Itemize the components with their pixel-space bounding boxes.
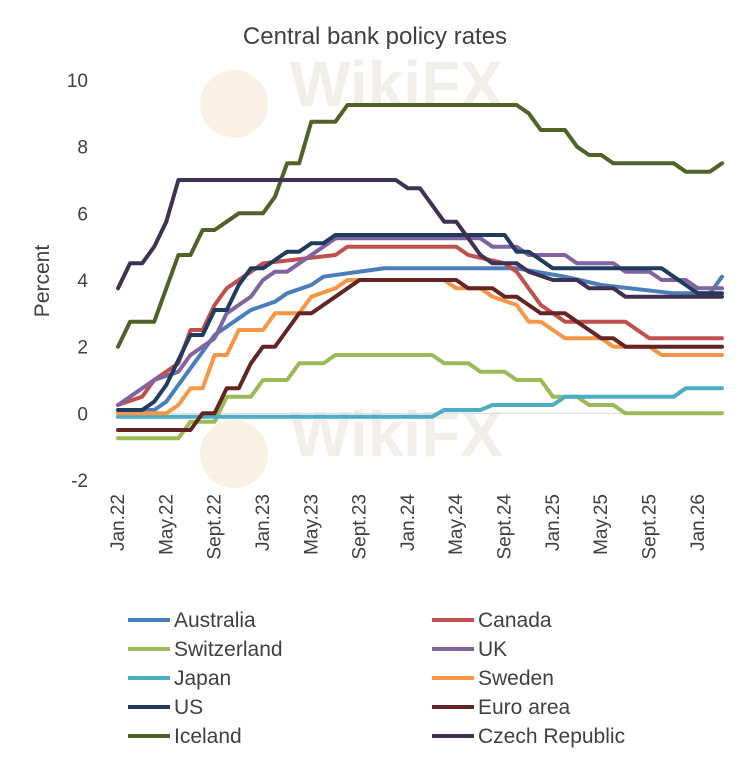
series-lines: [116, 103, 724, 441]
series-line-japan: [116, 386, 724, 419]
x-tick-label: May.24: [446, 494, 467, 555]
legend-label: UK: [478, 638, 507, 661]
legend-label: US: [174, 696, 203, 719]
legend-label: Australia: [174, 609, 256, 632]
x-tick-label: Sept.24: [495, 494, 516, 560]
x-tick-label: Sept.22: [205, 494, 226, 560]
x-tick-label: Jan.25: [543, 494, 564, 551]
y-axis-label: Percent: [31, 245, 54, 318]
legend-label: Euro area: [478, 696, 571, 719]
y-tick-label: 10: [67, 71, 88, 92]
y-tick-label: 0: [77, 404, 88, 425]
x-tick-labels: Jan.22 May.22 Sept.22 Jan.23 May.23 Sept.23 Ja…: [108, 494, 709, 560]
legend-label: Czech Republic: [478, 725, 625, 748]
y-tick-labels: -2 0 2 4 6 8 10: [67, 71, 89, 492]
x-tick-label: Jan.26: [688, 494, 709, 551]
x-tick-label: May.25: [591, 494, 612, 555]
legend-label: Sweden: [478, 667, 554, 690]
watermark-logo-icon: [200, 70, 268, 138]
series-line-iceland: [116, 103, 724, 349]
legend-entry-czech-republic: Czech Republic: [432, 725, 625, 748]
legend-label: Japan: [174, 667, 231, 690]
watermark-text-top: WikiFX: [290, 48, 503, 120]
legend-entry-australia: Australia: [128, 609, 256, 632]
series-line-us: [116, 233, 724, 412]
chart-title: Central bank policy rates: [243, 23, 507, 50]
legend-entry-iceland: Iceland: [128, 725, 242, 748]
legend-entry-uk: UK: [432, 638, 507, 661]
legend-entry-switzerland: Switzerland: [128, 638, 283, 661]
legend: Australia Canada Switzerland UK Japan Sweden U…: [128, 609, 625, 748]
legend-label: Canada: [478, 609, 552, 632]
legend-label: Switzerland: [174, 638, 283, 661]
legend-entry-euro-area: Euro area: [432, 696, 571, 719]
legend-entry-us: US: [128, 696, 203, 719]
series-line-uk: [116, 236, 724, 407]
series-line-australia: [116, 266, 724, 412]
x-tick-label: Jan.22: [108, 494, 129, 551]
legend-entry-canada: Canada: [432, 609, 552, 632]
legend-entry-japan: Japan: [128, 667, 231, 690]
x-tick-label: May.22: [156, 494, 177, 555]
legend-label: Iceland: [174, 725, 242, 748]
y-tick-label: -2: [71, 471, 88, 492]
y-tick-label: 6: [77, 204, 88, 225]
x-tick-label: Sept.23: [350, 494, 371, 560]
x-tick-label: Sept.25: [640, 494, 661, 560]
y-tick-label: 8: [77, 138, 88, 159]
y-tick-label: 4: [77, 271, 88, 292]
x-tick-label: Jan.23: [253, 494, 274, 551]
x-tick-label: May.23: [301, 494, 322, 555]
watermark-top: WikiFX: [200, 48, 503, 138]
legend-entry-sweden: Sweden: [432, 667, 554, 690]
watermark-logo-icon: [200, 420, 268, 488]
x-tick-label: Jan.24: [398, 494, 419, 551]
series-line-euro-area: [116, 278, 724, 432]
y-tick-label: 2: [77, 338, 88, 359]
series-line-czech-republic: [116, 178, 724, 299]
